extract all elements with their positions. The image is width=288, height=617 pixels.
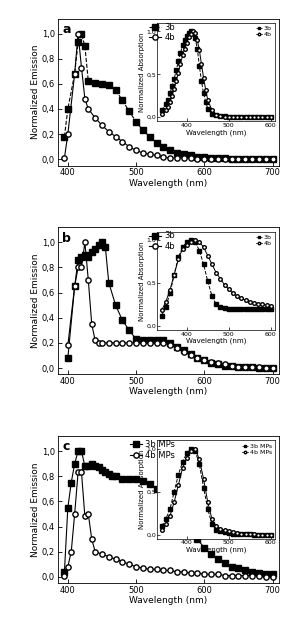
Legend: 3b, 4b: 3b, 4b <box>149 23 175 43</box>
Legend: 3b, 4b: 3b, 4b <box>149 231 175 251</box>
Text: c: c <box>62 441 69 453</box>
X-axis label: Wavelength (nm): Wavelength (nm) <box>129 387 208 397</box>
Text: a: a <box>62 23 71 36</box>
Text: b: b <box>62 232 71 245</box>
X-axis label: Wavelength (nm): Wavelength (nm) <box>129 596 208 605</box>
X-axis label: Wavelength (nm): Wavelength (nm) <box>129 179 208 188</box>
Legend: 3b MPs, 4b MPs: 3b MPs, 4b MPs <box>130 440 175 460</box>
Y-axis label: Normalized Emission: Normalized Emission <box>31 462 40 557</box>
Y-axis label: Normalized Emission: Normalized Emission <box>31 45 40 139</box>
Y-axis label: Normalized Emission: Normalized Emission <box>31 254 40 348</box>
